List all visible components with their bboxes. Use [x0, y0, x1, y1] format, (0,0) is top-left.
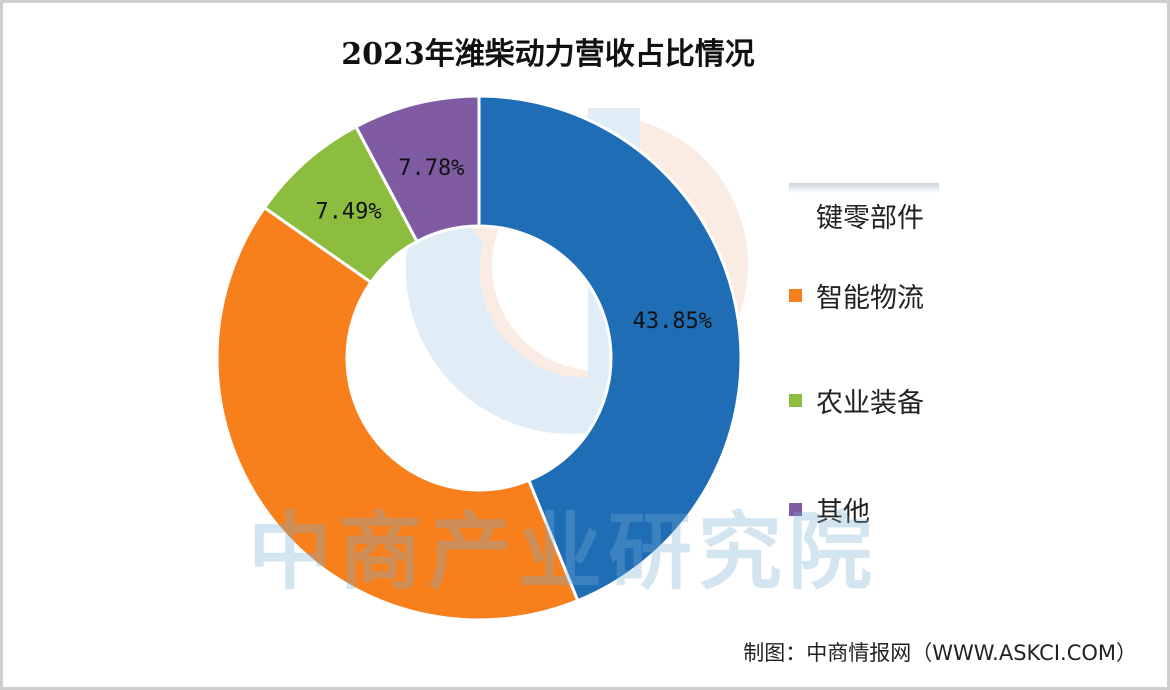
slice-label: 43.85%	[633, 309, 712, 334]
legend-item: 智能物流	[789, 275, 924, 315]
donut-slice	[477, 94, 743, 603]
donut-slices	[215, 94, 743, 622]
slice-labels: 43.85% 7.49% 7.78%	[315, 156, 712, 334]
legend-swatch	[789, 393, 802, 407]
legend-item: 键零部件	[789, 183, 939, 234]
slice-label: 7.49%	[315, 199, 381, 224]
chart-title: 2023年潍柴动力营收占比情况	[341, 37, 755, 72]
legend-item: 农业装备	[789, 380, 924, 420]
legend-label: 其他	[816, 496, 870, 528]
legend-label: 智能物流	[816, 282, 924, 314]
watermark: 中商产业研究院	[248, 503, 879, 601]
donut-slice	[215, 205, 580, 622]
legend-swatch	[789, 288, 802, 302]
legend-item: 其他	[789, 489, 870, 529]
legend-label: 农业装备	[816, 387, 924, 419]
legend-label: 键零部件	[816, 202, 924, 234]
donut-chart: 43.85% 7.49% 7.78%	[215, 94, 748, 622]
source-note: 制图：中商情报网（WWW.ASKCI.COM）	[743, 641, 1137, 665]
legend-swatch	[789, 502, 802, 516]
slice-label: 7.78%	[398, 156, 464, 181]
donut-slice	[353, 94, 481, 244]
